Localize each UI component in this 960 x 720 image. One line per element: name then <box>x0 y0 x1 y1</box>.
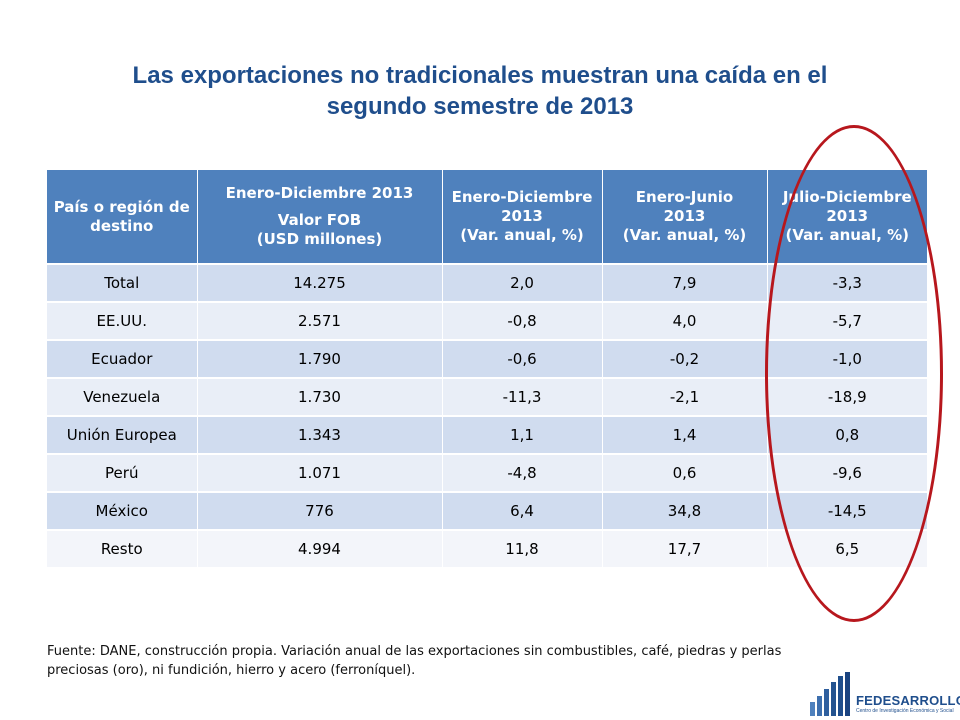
cell-var-jul-dec: 6,5 <box>767 529 927 567</box>
header-jan-dec-line-3: (Var. anual, %) <box>460 226 584 244</box>
cell-var-jan-jun: 1,4 <box>602 415 768 454</box>
table-row: Total 14.275 2,0 7,9 -3,3 <box>47 263 927 302</box>
header-fob-value: Enero-Diciembre 2013 Valor FOB (USD mill… <box>197 170 443 264</box>
slide-title: Las exportaciones no tradicionales muest… <box>60 60 900 122</box>
cell-var-jul-dec: -14,5 <box>767 491 927 530</box>
header-jan-jun-var: Enero-Junio 2013 (Var. anual, %) <box>602 170 768 264</box>
title-line-1: Las exportaciones no tradicionales muest… <box>132 62 828 89</box>
header-region-line-2: destino <box>90 216 154 235</box>
cell-var-jan-dec: 6,4 <box>442 491 603 530</box>
cell-region: Total <box>47 263 198 302</box>
cell-region: Ecuador <box>47 339 198 378</box>
table-row: Venezuela 1.730 -11,3 -2,1 -18,9 <box>47 377 927 416</box>
table-row: México 776 6,4 34,8 -14,5 <box>47 491 927 530</box>
header-jul-dec-line-2: 2013 <box>826 207 869 225</box>
header-jan-jun-line-3: (Var. anual, %) <box>622 226 747 244</box>
cell-region: Unión Europea <box>47 415 198 454</box>
cell-region: Venezuela <box>47 377 198 416</box>
cell-fob: 2.571 <box>197 301 443 340</box>
table-row: Perú 1.071 -4,8 0,6 -9,6 <box>47 453 927 492</box>
table-row: EE.UU. 2.571 -0,8 4,0 -5,7 <box>47 301 927 340</box>
logo-bars-icon <box>810 672 850 716</box>
cell-var-jan-dec: -11,3 <box>442 377 603 416</box>
title-line-2: segundo semestre de 2013 <box>326 93 634 120</box>
cell-var-jan-dec: -0,6 <box>442 339 603 378</box>
cell-var-jan-jun: -2,1 <box>602 377 768 416</box>
cell-var-jul-dec: -3,3 <box>767 263 927 302</box>
header-jul-dec-var: Julio-Diciembre 2013 (Var. anual, %) <box>767 170 927 264</box>
cell-fob: 1.071 <box>197 453 443 492</box>
table-row: Unión Europea 1.343 1,1 1,4 0,8 <box>47 415 927 454</box>
cell-region: Perú <box>47 453 198 492</box>
cell-var-jan-jun: 7,9 <box>602 263 768 302</box>
table-row: Resto 4.994 11,8 17,7 6,5 <box>47 529 927 567</box>
header-region-line-1: País o región de <box>53 197 190 216</box>
cell-var-jul-dec: -5,7 <box>767 301 927 340</box>
header-jul-dec-line-3: (Var. anual, %) <box>785 226 910 244</box>
cell-fob: 1.730 <box>197 377 443 416</box>
cell-var-jan-jun: 17,7 <box>602 529 768 567</box>
table-row: Ecuador 1.790 -0,6 -0,2 -1,0 <box>47 339 927 378</box>
table-header-row: País o región de destino Enero-Diciembre… <box>47 170 927 264</box>
header-fob-line-3: (USD millones) <box>256 230 383 248</box>
header-jan-dec-line-2: 2013 <box>501 207 543 225</box>
cell-var-jul-dec: 0,8 <box>767 415 927 454</box>
cell-var-jan-dec: 1,1 <box>442 415 603 454</box>
cell-fob: 14.275 <box>197 263 443 302</box>
exports-table: País o región de destino Enero-Diciembre… <box>47 170 927 567</box>
fedesarrollo-logo: FEDESARROLLO Centro de Investigación Eco… <box>808 672 960 716</box>
cell-var-jul-dec: -18,9 <box>767 377 927 416</box>
header-jan-dec-line-1: Enero-Diciembre <box>451 188 593 206</box>
cell-var-jan-jun: 34,8 <box>602 491 768 530</box>
cell-fob: 776 <box>197 491 443 530</box>
logo-tagline: Centro de Investigación Económica y Soci… <box>856 708 954 714</box>
header-fob-line-1: Enero-Diciembre 2013 <box>225 184 414 202</box>
footnote-line-1: Fuente: DANE, construcción propia. Varia… <box>47 644 782 659</box>
cell-region: Resto <box>47 529 198 567</box>
cell-var-jul-dec: -1,0 <box>767 339 927 378</box>
cell-var-jan-dec: 2,0 <box>442 263 603 302</box>
cell-fob: 1.343 <box>197 415 443 454</box>
footnote-line-2: preciosas (oro), ni fundición, hierro y … <box>47 663 416 678</box>
header-region: País o región de destino <box>47 170 198 264</box>
cell-var-jan-dec: 11,8 <box>442 529 603 567</box>
header-fob-line-2: Valor FOB <box>277 211 362 229</box>
source-footnote: Fuente: DANE, construcción propia. Varia… <box>47 642 867 680</box>
header-jul-dec-line-1: Julio-Diciembre <box>782 188 912 206</box>
cell-fob: 4.994 <box>197 529 443 567</box>
cell-var-jan-dec: -0,8 <box>442 301 603 340</box>
cell-var-jan-jun: -0,2 <box>602 339 768 378</box>
header-jan-jun-line-2: 2013 <box>663 207 706 225</box>
cell-fob: 1.790 <box>197 339 443 378</box>
header-jan-dec-var: Enero-Diciembre 2013 (Var. anual, %) <box>442 170 603 264</box>
logo-name: FEDESARROLLO <box>856 693 960 708</box>
cell-region: México <box>47 491 198 530</box>
cell-var-jul-dec: -9,6 <box>767 453 927 492</box>
cell-var-jan-dec: -4,8 <box>442 453 603 492</box>
cell-var-jan-jun: 0,6 <box>602 453 768 492</box>
header-jan-jun-line-1: Enero-Junio <box>635 188 734 206</box>
cell-region: EE.UU. <box>47 301 198 340</box>
cell-var-jan-jun: 4,0 <box>602 301 768 340</box>
